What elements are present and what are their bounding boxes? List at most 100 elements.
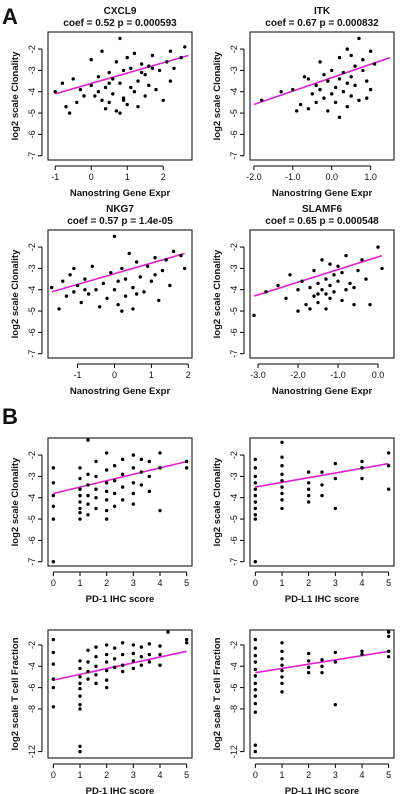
x-tick-label: -1 bbox=[74, 370, 82, 380]
data-point bbox=[280, 464, 284, 468]
data-point bbox=[264, 290, 268, 294]
data-point bbox=[120, 457, 125, 462]
data-point bbox=[158, 644, 162, 648]
data-layer bbox=[49, 234, 187, 313]
y-tick-label: -7 bbox=[27, 350, 37, 358]
y-tick-label: -5 bbox=[229, 109, 239, 117]
data-point bbox=[253, 500, 258, 504]
data-point bbox=[96, 75, 101, 79]
x-axis-label: PD-L1 IHC score bbox=[285, 786, 359, 794]
data-point bbox=[320, 258, 324, 262]
data-point bbox=[253, 749, 258, 754]
data-point bbox=[328, 262, 332, 266]
data-point bbox=[280, 485, 284, 489]
data-point bbox=[318, 60, 322, 64]
data-point bbox=[61, 279, 65, 283]
data-point bbox=[114, 60, 119, 64]
data-point bbox=[276, 283, 280, 288]
plot-frame bbox=[249, 229, 395, 359]
data-point bbox=[361, 68, 365, 73]
data-point bbox=[332, 273, 336, 277]
data-point bbox=[125, 55, 129, 60]
data-point bbox=[136, 104, 140, 109]
x-tick-label: 5 bbox=[184, 578, 189, 588]
data-point bbox=[386, 451, 391, 455]
data-point bbox=[112, 646, 117, 650]
y-axis-label: log2 scale Clonality bbox=[212, 249, 223, 338]
data-point bbox=[96, 90, 101, 94]
data-point bbox=[136, 79, 140, 83]
y-tick-label: -6 bbox=[229, 684, 239, 692]
plot-frame bbox=[47, 229, 193, 359]
data-point bbox=[125, 102, 129, 107]
data-point bbox=[139, 663, 144, 667]
data-point bbox=[68, 273, 72, 277]
data-point bbox=[121, 68, 126, 73]
data-point bbox=[336, 264, 340, 268]
data-point bbox=[79, 300, 83, 305]
data-point bbox=[86, 502, 90, 506]
data-point bbox=[280, 649, 284, 654]
plot-frame bbox=[249, 629, 395, 759]
data-point bbox=[131, 659, 136, 663]
x-tick-label: 1 bbox=[77, 578, 82, 588]
data-point bbox=[49, 285, 54, 290]
data-point bbox=[386, 630, 391, 634]
data-point bbox=[336, 279, 340, 283]
data-point bbox=[320, 670, 324, 675]
y-tick-label: -8 bbox=[229, 705, 239, 713]
data-point bbox=[280, 498, 284, 502]
data-point bbox=[280, 681, 284, 686]
data-point bbox=[139, 457, 144, 462]
x-tick-label: 1 bbox=[149, 370, 154, 380]
data-layer bbox=[253, 440, 391, 564]
x-axis-label: PD-1 IHC score bbox=[86, 786, 155, 794]
data-point bbox=[332, 290, 336, 294]
y-tick-label: -2 bbox=[229, 451, 239, 459]
x-axis-label: Nanostring Gene Expr bbox=[272, 188, 373, 199]
data-point bbox=[312, 294, 316, 298]
data-point bbox=[67, 111, 72, 115]
data-point bbox=[51, 481, 56, 485]
y-tick-label: -6 bbox=[229, 536, 239, 544]
data-point bbox=[78, 749, 82, 754]
y-tick-label: -5 bbox=[27, 515, 37, 523]
data-point bbox=[90, 264, 95, 268]
y-tick-label: -4 bbox=[229, 88, 239, 96]
data-point bbox=[147, 652, 152, 657]
data-point bbox=[72, 266, 76, 271]
data-point bbox=[131, 307, 135, 311]
x-tick-label: 2 bbox=[306, 578, 311, 588]
data-point bbox=[131, 651, 136, 656]
y-tick-label: -6 bbox=[229, 130, 239, 138]
data-point bbox=[306, 77, 311, 81]
data-point bbox=[51, 677, 56, 681]
data-point bbox=[306, 487, 311, 491]
fit-line bbox=[53, 650, 187, 681]
y-tick-label: -12 bbox=[229, 745, 239, 758]
data-point bbox=[51, 466, 56, 470]
data-point bbox=[360, 652, 364, 657]
data-point bbox=[306, 493, 311, 498]
data-point bbox=[320, 288, 324, 292]
chart-7: 0 1 2 3 4 5 -2 -4 -6 -8 -12 PD-1 IHC score log2 scal… bbox=[10, 629, 193, 794]
data-point bbox=[333, 650, 338, 655]
data-point bbox=[349, 75, 353, 79]
data-point bbox=[139, 62, 144, 66]
data-point bbox=[94, 474, 98, 479]
data-point bbox=[78, 681, 82, 686]
data-point bbox=[326, 79, 330, 83]
data-point bbox=[320, 658, 324, 662]
y-tick-label: -7 bbox=[229, 558, 239, 566]
data-point bbox=[82, 94, 86, 98]
data-point bbox=[120, 641, 125, 645]
data-point bbox=[94, 288, 98, 292]
data-point bbox=[94, 664, 98, 668]
data-point bbox=[116, 279, 120, 283]
data-point bbox=[280, 491, 284, 496]
data-point bbox=[78, 694, 82, 698]
data-point bbox=[131, 491, 136, 496]
data-point bbox=[147, 83, 151, 88]
data-point bbox=[376, 245, 380, 249]
